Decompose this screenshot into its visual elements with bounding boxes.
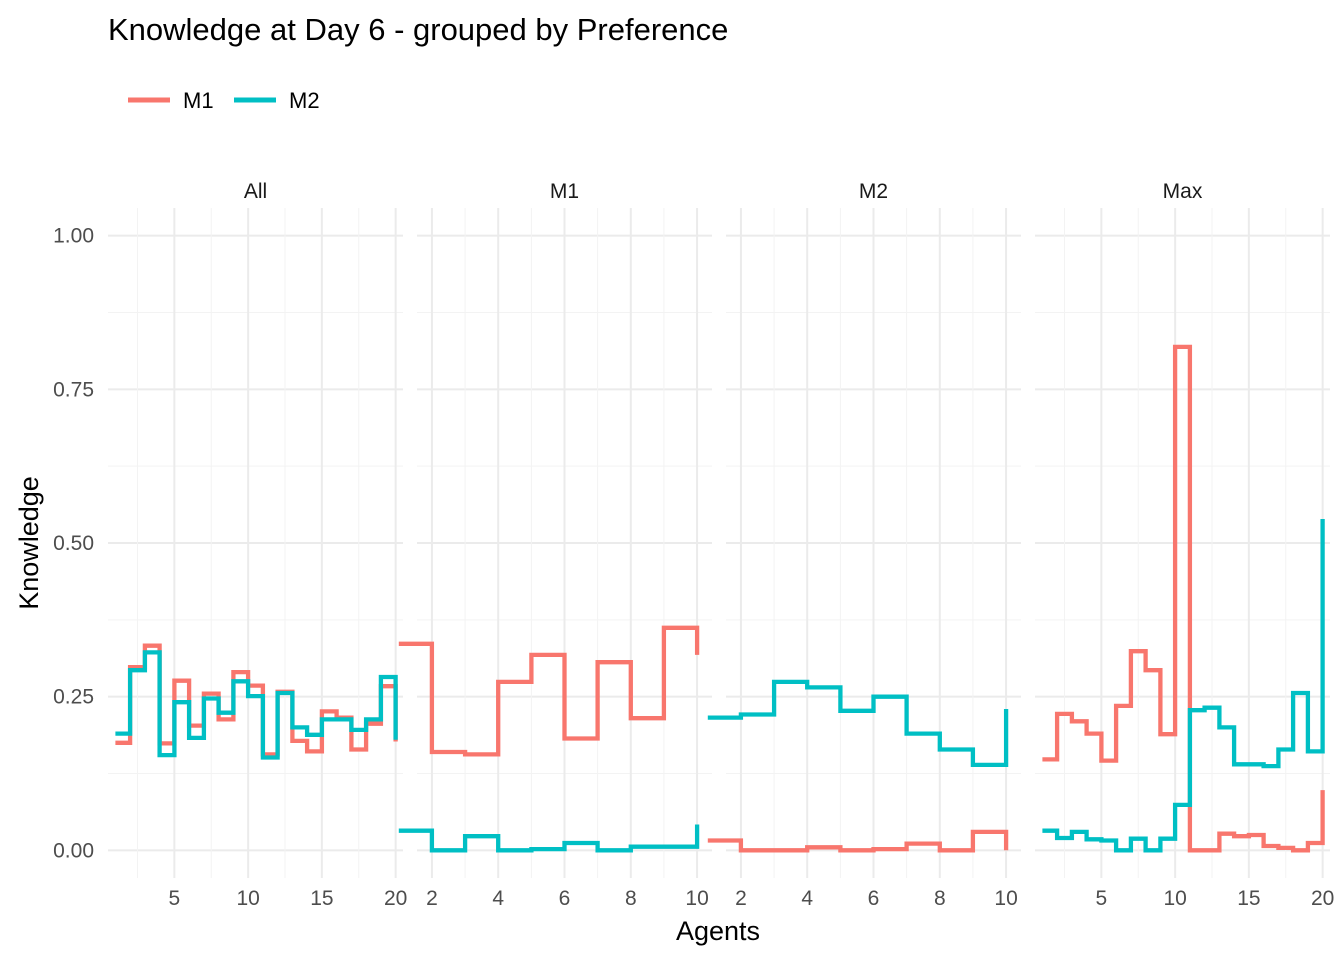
x-tick-label: 20: [384, 887, 407, 910]
facet-strip-label: Max: [1163, 180, 1203, 203]
chart-title: Knowledge at Day 6 - grouped by Preferen…: [108, 12, 728, 47]
y-tick-label: 1.00: [53, 225, 94, 248]
x-tick-label: 2: [426, 887, 438, 910]
y-tick-label: 0.50: [53, 532, 94, 555]
legend-label-m2: M2: [289, 88, 320, 113]
facet-panels: All 5 10 15 20 M1 2 4 6 8 10 M2 2 4 6 8 10 Max 5 10 15 20: [108, 180, 1334, 910]
series-line-m2: [398, 824, 700, 853]
legend: M1 M2: [128, 88, 320, 113]
facet-strip-label: M1: [550, 180, 579, 203]
x-tick-label: 10: [236, 887, 259, 910]
series-line-m1: [1042, 344, 1325, 853]
x-tick-label: 15: [1237, 887, 1260, 910]
y-tick-label: 0.00: [53, 839, 94, 862]
x-tick-label: 20: [1311, 887, 1334, 910]
y-axis-title: Knowledge: [14, 476, 44, 610]
series-line-m2: [1042, 519, 1325, 853]
facet-panel-all: All 5 10 15 20: [108, 180, 407, 910]
series-line-m1: [707, 829, 1009, 853]
y-tick-label: 0.75: [53, 378, 94, 401]
x-axis-title: Agents: [676, 916, 760, 946]
x-tick-label: 6: [559, 887, 571, 910]
x-tick-label: 15: [310, 887, 333, 910]
facet-panel-m2: M2 2 4 6 8 10: [707, 180, 1021, 910]
series-line-m2: [707, 679, 1009, 768]
legend-label-m1: M1: [183, 88, 214, 113]
x-tick-label: 5: [1096, 887, 1108, 910]
facet-panel-max: Max 5 10 15 20: [1035, 180, 1334, 910]
series-line-m2: [115, 650, 398, 760]
x-tick-label: 6: [868, 887, 880, 910]
facet-panel-m1: M1 2 4 6 8 10: [398, 180, 712, 910]
x-tick-label: 5: [169, 887, 181, 910]
x-tick-label: 4: [492, 887, 504, 910]
x-tick-label: 10: [994, 887, 1017, 910]
x-tick-label: 4: [801, 887, 813, 910]
y-axis-ticks: 0.00 0.25 0.50 0.75 1.00: [53, 225, 94, 863]
x-tick-label: 10: [685, 887, 708, 910]
series-line-m1: [398, 625, 700, 757]
facet-strip-label: M2: [859, 180, 888, 203]
series-line-m1: [115, 643, 398, 757]
x-tick-label: 10: [1163, 887, 1186, 910]
x-tick-label: 8: [625, 887, 637, 910]
y-tick-label: 0.25: [53, 686, 94, 709]
x-tick-label: 8: [934, 887, 946, 910]
x-tick-label: 2: [735, 887, 747, 910]
facet-strip-label: All: [244, 180, 267, 203]
